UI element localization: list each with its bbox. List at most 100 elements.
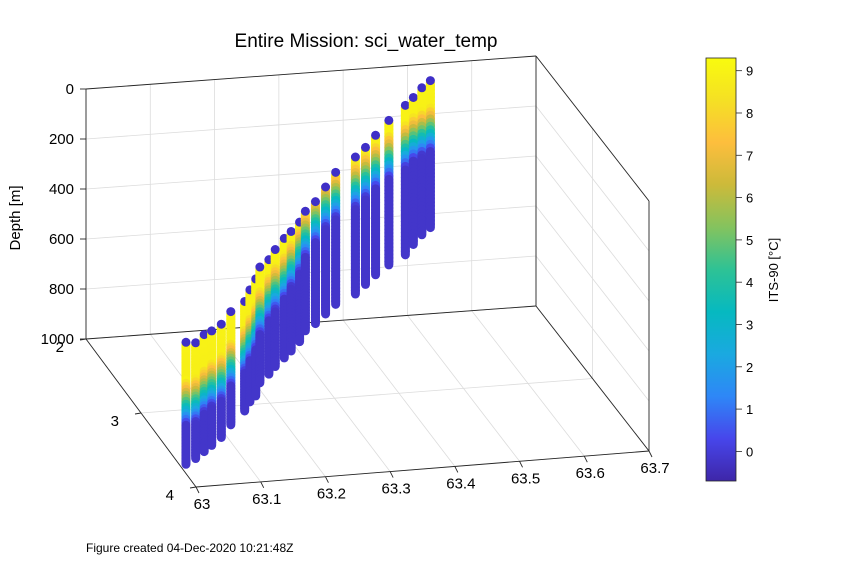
- profile: [400, 100, 410, 260]
- x-tick: [519, 461, 523, 468]
- x-tick: [389, 471, 394, 478]
- profile: [300, 206, 310, 336]
- grid-line-y: [140, 378, 593, 414]
- y-tick-label: 4: [166, 487, 174, 504]
- x-tick-label: 63.4: [446, 475, 475, 492]
- profile: [226, 307, 236, 430]
- x-tick: [325, 476, 329, 483]
- y-tick-label: 2: [56, 339, 64, 356]
- x-tick-label: 63: [194, 496, 211, 513]
- y-tick-label: 3: [111, 413, 119, 430]
- axis-ticks: 0 200 400 600 800 1000 63 63.1 63.2 63.3 63.4 63.5 6…: [41, 81, 670, 513]
- y-tick: [79, 338, 87, 341]
- colorbar-tick-label: 1: [746, 402, 753, 417]
- colorbar-tick-label: 7: [746, 148, 753, 163]
- z-tick-label: 400: [49, 181, 74, 198]
- surface-point: [425, 76, 435, 86]
- profile: [425, 76, 435, 233]
- surface-point: [279, 233, 289, 243]
- surface-point: [310, 197, 320, 207]
- axes-edge: [195, 450, 650, 488]
- surface-point: [181, 337, 191, 347]
- colorbar-tick-label: 4: [746, 275, 753, 290]
- colorbar-tick-label: 5: [746, 233, 753, 248]
- profile: [286, 226, 296, 356]
- colorbar-ticks: 0 1 2 3 4 5 6 7 8 9: [736, 64, 753, 459]
- x-tick-label: 63.5: [511, 470, 540, 487]
- profile: [417, 83, 427, 240]
- axes-edge: [85, 55, 537, 90]
- surface-point: [226, 307, 236, 317]
- surface-point: [360, 142, 370, 152]
- z-tick-label: 0: [66, 81, 74, 98]
- profile: [191, 338, 201, 464]
- x-tick: [260, 481, 265, 489]
- profile: [181, 337, 191, 469]
- profile: [350, 152, 360, 299]
- surface-point: [286, 226, 296, 236]
- temperature-profiles: [181, 76, 435, 469]
- z-tick-label: 200: [49, 131, 74, 148]
- surface-point: [384, 115, 394, 125]
- surface-point: [300, 206, 310, 216]
- profile: [270, 245, 280, 372]
- profile: [279, 233, 289, 363]
- profile: [360, 142, 370, 289]
- surface-point: [321, 182, 331, 192]
- grid-line-z: [85, 155, 537, 190]
- profile: [255, 262, 265, 388]
- grid-line-z: [85, 105, 537, 140]
- figure-footer: Figure created 04-Dec-2020 10:21:48Z: [86, 541, 294, 555]
- profile: [310, 197, 320, 329]
- profile: [245, 285, 255, 407]
- surface-point: [417, 83, 427, 93]
- colorbar-tick-label: 9: [746, 64, 753, 79]
- colorbar-gradient: [705, 57, 737, 482]
- profile: [216, 319, 226, 442]
- x-tick-label: 63.7: [640, 460, 669, 477]
- surface-point: [400, 100, 410, 110]
- colorbar-tick-label: 6: [746, 191, 753, 206]
- profile: [295, 217, 305, 347]
- z-tick-label: 1000: [41, 331, 74, 348]
- colorbar: 0 1 2 3 4 5 6 7 8 9 ITS-90 [°C]: [705, 57, 781, 482]
- colorbar-tick-label: 2: [746, 360, 753, 375]
- surface-point: [199, 330, 209, 340]
- profile: [384, 115, 394, 270]
- profile: [408, 92, 418, 249]
- profile: [240, 296, 250, 416]
- colorbar-tick-label: 0: [746, 444, 753, 459]
- x-tick-label: 63.6: [576, 465, 605, 482]
- colorbar-tick-label: 8: [746, 106, 753, 121]
- surface-point: [270, 245, 280, 255]
- z-tick-label: 600: [49, 231, 74, 248]
- surface-point: [255, 262, 265, 272]
- z-tick-label: 800: [49, 281, 74, 298]
- x-tick-label: 63.1: [252, 491, 281, 508]
- x-tick: [195, 486, 200, 494]
- x-tick-label: 63.3: [382, 481, 411, 498]
- profile: [264, 255, 274, 379]
- y-tick: [189, 486, 197, 489]
- z-axis-label: Depth [m]: [7, 185, 24, 250]
- surface-point: [408, 92, 418, 102]
- profile: [321, 182, 331, 319]
- x-tick: [454, 466, 459, 473]
- colorbar-tick-label: 3: [746, 317, 753, 332]
- surface-point: [191, 338, 201, 348]
- profile: [199, 330, 209, 457]
- y-tick: [134, 412, 142, 415]
- surface-point: [350, 152, 360, 162]
- surface-point: [216, 319, 226, 329]
- x-tick: [648, 450, 653, 458]
- chart-title: Entire Mission: sci_water_temp: [235, 31, 498, 52]
- surface-point: [371, 130, 381, 140]
- axes-edge: [535, 55, 650, 202]
- surface-point: [207, 326, 217, 336]
- colorbar-label: ITS-90 [°C]: [766, 238, 781, 302]
- axes-edge: [535, 305, 650, 452]
- x-tick: [583, 455, 588, 463]
- profile: [207, 326, 217, 450]
- surface-point: [331, 167, 341, 177]
